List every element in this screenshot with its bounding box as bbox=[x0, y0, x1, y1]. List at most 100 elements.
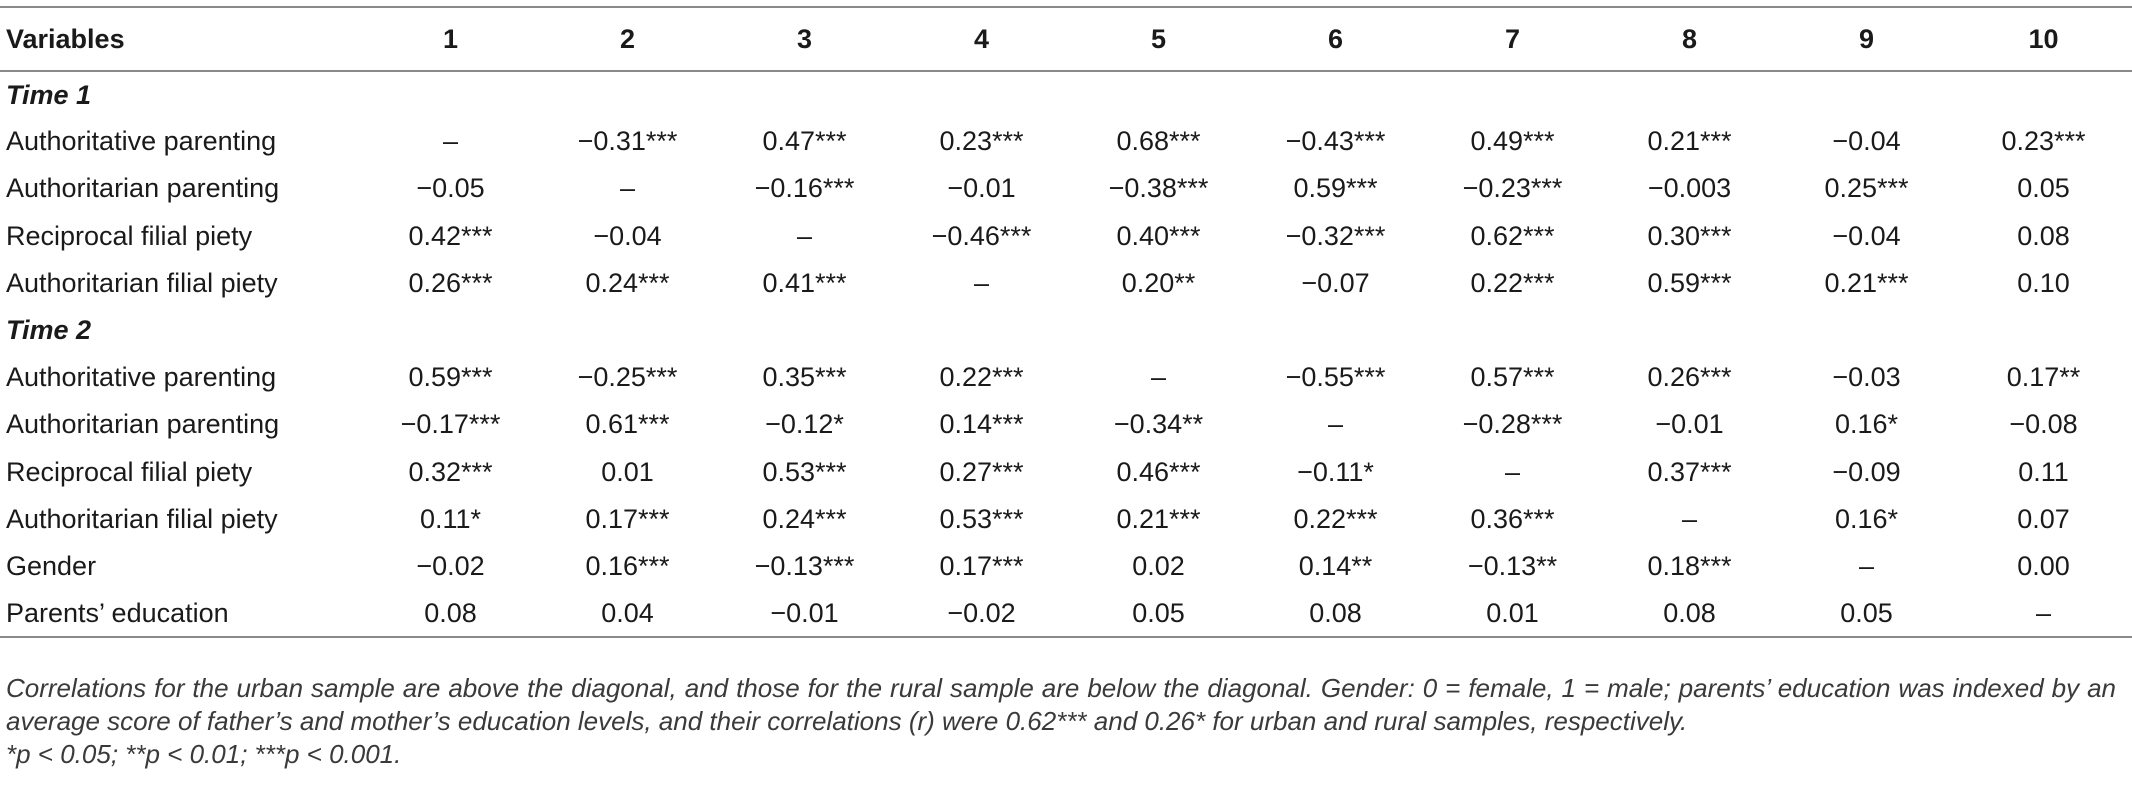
table-cell: 0.53*** bbox=[762, 456, 847, 487]
table-cell: −0.28*** bbox=[1462, 409, 1563, 440]
table-cell: 0.24*** bbox=[762, 503, 847, 534]
table-cell: 0.68*** bbox=[1116, 126, 1201, 157]
header-col-10: 10 bbox=[1955, 6, 2132, 72]
table-cell: −0.003 bbox=[1647, 173, 1732, 204]
table-cell: −0.03 bbox=[1832, 362, 1901, 393]
table-cell: −0.02 bbox=[416, 550, 485, 581]
table-cell: 0.08 bbox=[362, 590, 539, 639]
table-cell: −0.16*** bbox=[754, 173, 855, 204]
table-cell: – bbox=[1858, 550, 1875, 581]
table-cell: 0.07 bbox=[2017, 503, 2070, 534]
correlation-table: Variables 1 2 3 4 5 6 7 8 9 10 Time 1 Au… bbox=[0, 6, 2132, 639]
table-cell: – bbox=[1504, 456, 1521, 487]
table-cell: 0.17*** bbox=[585, 503, 670, 534]
header-row: Variables 1 2 3 4 5 6 7 8 9 10 bbox=[0, 6, 2132, 72]
table-cell: 0.25*** bbox=[1824, 173, 1909, 204]
table-cell: −0.01 bbox=[1655, 409, 1724, 440]
table-cell: – bbox=[619, 173, 636, 204]
table-cell: 0.59*** bbox=[408, 362, 493, 393]
footnote-significance: *p < 0.05; **p < 0.01; ***p < 0.001. bbox=[6, 739, 402, 769]
table-cell: 0.27*** bbox=[939, 456, 1024, 487]
table-cell: 0.18*** bbox=[1647, 550, 1732, 581]
table-cell: – bbox=[796, 220, 813, 251]
table-row: Authoritarian parenting −0.05 – −0.16*** −0.… bbox=[0, 165, 2132, 212]
table-cell: −0.01 bbox=[716, 590, 893, 639]
table-cell: 0.62*** bbox=[1470, 220, 1555, 251]
header-col-4: 4 bbox=[893, 6, 1070, 72]
table-cell: 0.01 bbox=[601, 456, 654, 487]
row-label: Authoritarian parenting bbox=[6, 173, 280, 204]
table-cell: – bbox=[1955, 590, 2132, 639]
table-cell: −0.04 bbox=[1832, 126, 1901, 157]
table-cell: 0.23*** bbox=[939, 126, 1024, 157]
table-cell: −0.34** bbox=[1113, 409, 1204, 440]
row-label: Authoritarian filial piety bbox=[6, 267, 278, 298]
table-cell: −0.13*** bbox=[754, 550, 855, 581]
table-cell: 0.59*** bbox=[1647, 267, 1732, 298]
section-row-time-2: Time 2 bbox=[0, 307, 2132, 354]
header-variables: Variables bbox=[0, 6, 362, 72]
header-col-9: 9 bbox=[1778, 6, 1955, 72]
table-cell: 0.42*** bbox=[408, 220, 493, 251]
table-cell: 0.24*** bbox=[585, 267, 670, 298]
table-cell: 0.16* bbox=[1834, 503, 1899, 534]
row-label: Authoritative parenting bbox=[6, 126, 277, 157]
table-cell: 0.21*** bbox=[1824, 267, 1909, 298]
table-cell: −0.23*** bbox=[1462, 173, 1563, 204]
table-cell: 0.47*** bbox=[762, 126, 847, 157]
table-cell: 0.59*** bbox=[1293, 173, 1378, 204]
table-cell: −0.31*** bbox=[577, 126, 678, 157]
header-col-8: 8 bbox=[1601, 6, 1778, 72]
table-cell: 0.26*** bbox=[1647, 362, 1732, 393]
table-cell: 0.57*** bbox=[1470, 362, 1555, 393]
table-cell: 0.22*** bbox=[939, 362, 1024, 393]
table-cell: 0.08 bbox=[2017, 220, 2070, 251]
table-row: Authoritarian filial piety 0.26*** 0.24***… bbox=[0, 260, 2132, 307]
table-cell: 0.05 bbox=[1070, 590, 1247, 639]
table-cell: 0.05 bbox=[2017, 173, 2070, 204]
table-cell: 0.04 bbox=[539, 590, 716, 639]
table-cell: −0.08 bbox=[2009, 409, 2078, 440]
section-label: Time 1 bbox=[6, 79, 92, 110]
header-col-6: 6 bbox=[1247, 6, 1424, 72]
table-cell: 0.05 bbox=[1778, 590, 1955, 639]
table-cell: – bbox=[1327, 409, 1344, 440]
table-cell: 0.17*** bbox=[939, 550, 1024, 581]
table-cell: – bbox=[1150, 362, 1167, 393]
table-cell: 0.40*** bbox=[1116, 220, 1201, 251]
table-cell: 0.32*** bbox=[408, 456, 493, 487]
table-cell: 0.02 bbox=[1132, 550, 1185, 581]
row-label: Authoritative parenting bbox=[6, 362, 277, 393]
table-cell: 0.14*** bbox=[939, 409, 1024, 440]
table-cell: 0.36*** bbox=[1470, 503, 1555, 534]
table-cell: −0.09 bbox=[1832, 456, 1901, 487]
table-cell: 0.21*** bbox=[1647, 126, 1732, 157]
table-cell: 0.22*** bbox=[1293, 503, 1378, 534]
table-cell: 0.41*** bbox=[762, 267, 847, 298]
table-cell: −0.38*** bbox=[1108, 173, 1209, 204]
table-cell: – bbox=[442, 126, 459, 157]
table-cell: −0.01 bbox=[947, 173, 1016, 204]
footnote-text: Correlations for the urban sample are ab… bbox=[6, 673, 2116, 736]
table-cell: −0.13** bbox=[1467, 550, 1558, 581]
table-cell: 0.08 bbox=[1247, 590, 1424, 639]
table-cell: −0.04 bbox=[1832, 220, 1901, 251]
header-col-7: 7 bbox=[1424, 6, 1601, 72]
section-row-time-1: Time 1 bbox=[0, 71, 2132, 118]
table-cell: −0.12* bbox=[765, 409, 844, 440]
table-cell: 0.22*** bbox=[1470, 267, 1555, 298]
table-cell: −0.43*** bbox=[1285, 126, 1386, 157]
row-label: Authoritarian parenting bbox=[6, 409, 280, 440]
header-col-2: 2 bbox=[539, 6, 716, 72]
table-cell: 0.14** bbox=[1298, 550, 1373, 581]
table-cell: 0.46*** bbox=[1116, 456, 1201, 487]
table-cell: −0.02 bbox=[893, 590, 1070, 639]
table-cell: 0.37*** bbox=[1647, 456, 1732, 487]
table-cell: 0.26*** bbox=[408, 267, 493, 298]
table-footnote: Correlations for the urban sample are ab… bbox=[6, 672, 2116, 771]
table-cell: 0.53*** bbox=[939, 503, 1024, 534]
table-cell: −0.05 bbox=[416, 173, 485, 204]
table-cell: 0.10 bbox=[2017, 267, 2070, 298]
table-cell: 0.35*** bbox=[762, 362, 847, 393]
